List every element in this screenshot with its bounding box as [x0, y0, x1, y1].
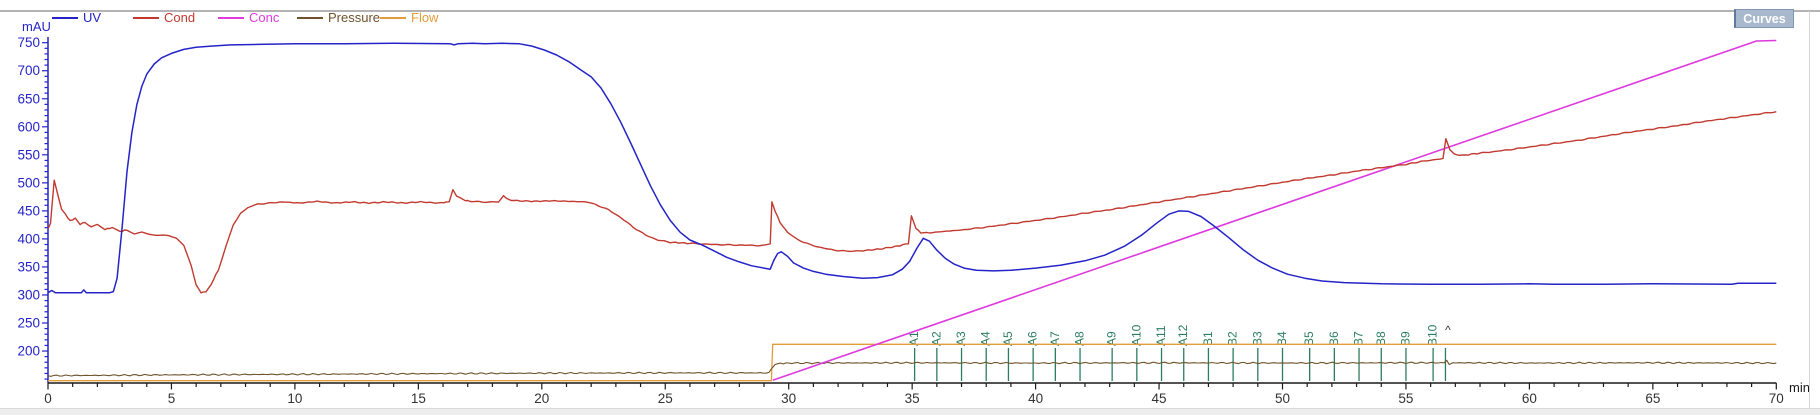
fraction-label-A10: A10: [1129, 324, 1143, 346]
fraction-label-A5: A5: [1001, 331, 1015, 346]
x-tick-label: 60: [1522, 391, 1537, 406]
x-tick-label: 0: [44, 391, 52, 406]
legend-label-pressure: Pressure: [328, 10, 381, 25]
bottom-window-border: [0, 408, 1820, 415]
fraction-label-A12: A12: [1176, 324, 1190, 346]
x-tick-label: 55: [1398, 391, 1413, 406]
conc-swatch-line: [218, 17, 244, 19]
legend-item-pressure[interactable]: Pressure: [297, 9, 380, 27]
fraction-label-A9: A9: [1105, 331, 1119, 346]
curve-flow: [48, 343, 1777, 382]
y-tick-label: 250: [17, 316, 40, 331]
y-tick-label: 450: [17, 203, 40, 218]
fraction-label-A8: A8: [1073, 331, 1087, 346]
y-tick-label: 750: [17, 35, 40, 50]
x-tick-label: 15: [411, 391, 426, 406]
fraction-label-A11: A11: [1154, 325, 1168, 346]
fraction-label-B6: B6: [1327, 331, 1341, 346]
fraction-label-A3: A3: [954, 331, 968, 346]
legend-label-flow: Flow: [411, 10, 439, 25]
legend-item-conc[interactable]: Conc: [218, 9, 279, 27]
curve-pressure: [47, 359, 1777, 377]
legend-label-conc: Conc: [249, 10, 280, 25]
fraction-label-B1: B1: [1201, 331, 1215, 346]
fraction-label-A1: A1: [907, 331, 921, 346]
curve-legend: UV Cond Conc Pressure Flow: [0, 9, 700, 27]
x-tick-label: 10: [287, 391, 302, 406]
fraction-label-B9: B9: [1398, 331, 1412, 346]
top-divider: [0, 10, 1820, 12]
legend-item-flow[interactable]: Flow: [380, 9, 438, 27]
legend-item-uv[interactable]: UV: [52, 9, 101, 27]
flow-swatch-line: [380, 17, 406, 19]
y-tick-label: 200: [17, 344, 40, 359]
cond-swatch-line: [133, 17, 159, 19]
y-tick-label: 700: [17, 63, 40, 78]
curves-button[interactable]: Curves: [1734, 9, 1794, 28]
y-axis-unit-label: mAU: [22, 19, 51, 34]
x-tick-label: 25: [658, 391, 673, 406]
legend-label-uv: UV: [83, 10, 102, 25]
x-tick-label: 40: [1028, 391, 1043, 406]
fraction-label-B8: B8: [1374, 331, 1388, 346]
y-tick-label: 550: [17, 147, 40, 162]
x-tick-label: 70: [1769, 391, 1784, 406]
legend-item-cond[interactable]: Cond: [133, 9, 195, 27]
y-tick-label: 300: [17, 287, 40, 302]
y-tick-label: 600: [17, 119, 40, 134]
event-mark-caret: ^: [1445, 323, 1451, 337]
curve-conc: [772, 39, 1777, 381]
curve-uv: [47, 42, 1777, 294]
x-axis-unit-label: min: [1789, 380, 1810, 395]
x-tick-label: 5: [168, 391, 176, 406]
legend-label-cond: Cond: [164, 10, 196, 25]
x-tick-label: 20: [534, 391, 549, 406]
x-tick-label: 50: [1275, 391, 1290, 406]
y-tick-label: 500: [17, 175, 40, 190]
fraction-label-B2: B2: [1226, 331, 1240, 346]
x-tick-label: 45: [1152, 391, 1167, 406]
pressure-swatch-line: [297, 17, 323, 19]
fraction-label-A6: A6: [1026, 331, 1040, 346]
x-tick-label: 30: [781, 391, 796, 406]
fraction-label-B4: B4: [1275, 331, 1289, 346]
y-tick-label: 400: [17, 231, 40, 246]
right-window-border: [1809, 11, 1810, 408]
curve-cond: [47, 111, 1777, 294]
fraction-label-B10: B10: [1426, 324, 1440, 346]
y-tick-label: 650: [17, 91, 40, 106]
fraction-label-A2: A2: [929, 331, 943, 346]
uv-swatch-line: [52, 17, 78, 19]
x-tick-label: 65: [1645, 391, 1660, 406]
fraction-label-B3: B3: [1250, 331, 1264, 346]
fraction-label-A7: A7: [1048, 331, 1062, 346]
fraction-label-A4: A4: [979, 331, 993, 346]
fraction-label-B7: B7: [1352, 331, 1366, 346]
y-tick-label: 350: [17, 259, 40, 274]
fraction-label-B5: B5: [1302, 331, 1316, 346]
x-tick-label: 35: [905, 391, 920, 406]
